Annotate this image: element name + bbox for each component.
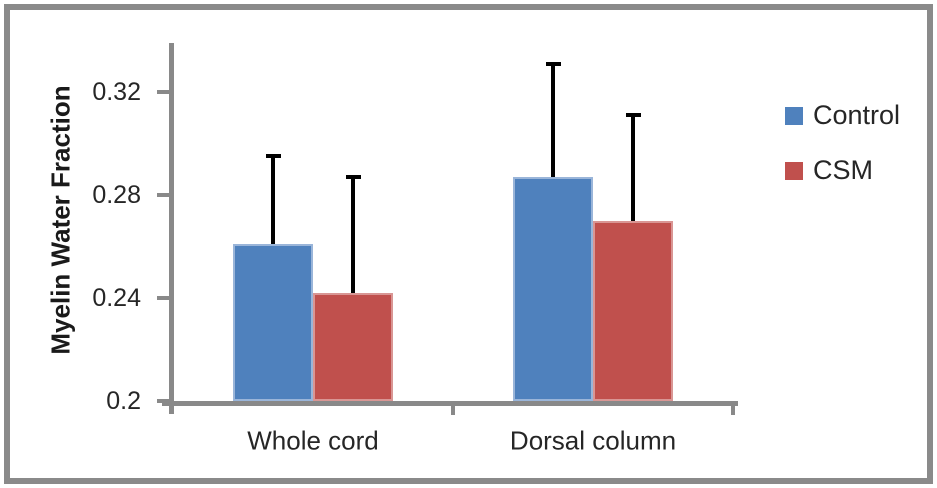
- error-bar-csm-dorsal-column: [631, 115, 635, 221]
- y-tick-label: 0.28: [92, 181, 141, 209]
- legend-item-control: Control: [785, 100, 900, 131]
- legend-item-csm: CSM: [785, 155, 900, 186]
- category-label-whole-cord: Whole cord: [247, 425, 379, 456]
- y-tick-mark: [157, 296, 170, 300]
- error-bar-csm-whole-cord: [351, 176, 355, 293]
- error-bar-control-dorsal-column: [551, 63, 555, 177]
- legend-label-control: Control: [813, 100, 901, 130]
- x-axis-tick-right: [731, 406, 735, 415]
- error-bar-cap-csm-whole-cord: [345, 174, 361, 179]
- y-tick-label: 0.24: [92, 284, 141, 312]
- y-axis-line: [169, 43, 174, 414]
- y-tick-label: 0.2: [106, 387, 141, 415]
- category-label-dorsal-column: Dorsal column: [509, 425, 677, 456]
- y-axis-title: Myelin Water Fraction: [45, 85, 76, 355]
- x-axis-line: [162, 401, 738, 406]
- legend-swatch-csm-icon: [785, 161, 803, 180]
- error-bar-cap-csm-dorsal-column: [625, 113, 641, 118]
- x-axis-tick-divider: [451, 406, 455, 415]
- y-tick-mark: [157, 90, 170, 94]
- bar-control-whole-cord: [233, 243, 313, 401]
- bar-csm-dorsal-column: [593, 220, 673, 401]
- legend-swatch-control-icon: [785, 106, 803, 125]
- bar-csm-whole-cord: [313, 292, 393, 401]
- bar-control-dorsal-column: [513, 176, 593, 401]
- legend: Control CSM: [785, 100, 900, 186]
- y-tick-label: 0.32: [92, 78, 141, 106]
- y-tick-mark: [157, 193, 170, 197]
- legend-label-csm: CSM: [813, 155, 873, 185]
- error-bar-cap-control-whole-cord: [265, 154, 281, 159]
- error-bar-control-whole-cord: [271, 156, 275, 244]
- chart-border-frame: [4, 4, 933, 484]
- error-bar-cap-control-dorsal-column: [545, 61, 561, 66]
